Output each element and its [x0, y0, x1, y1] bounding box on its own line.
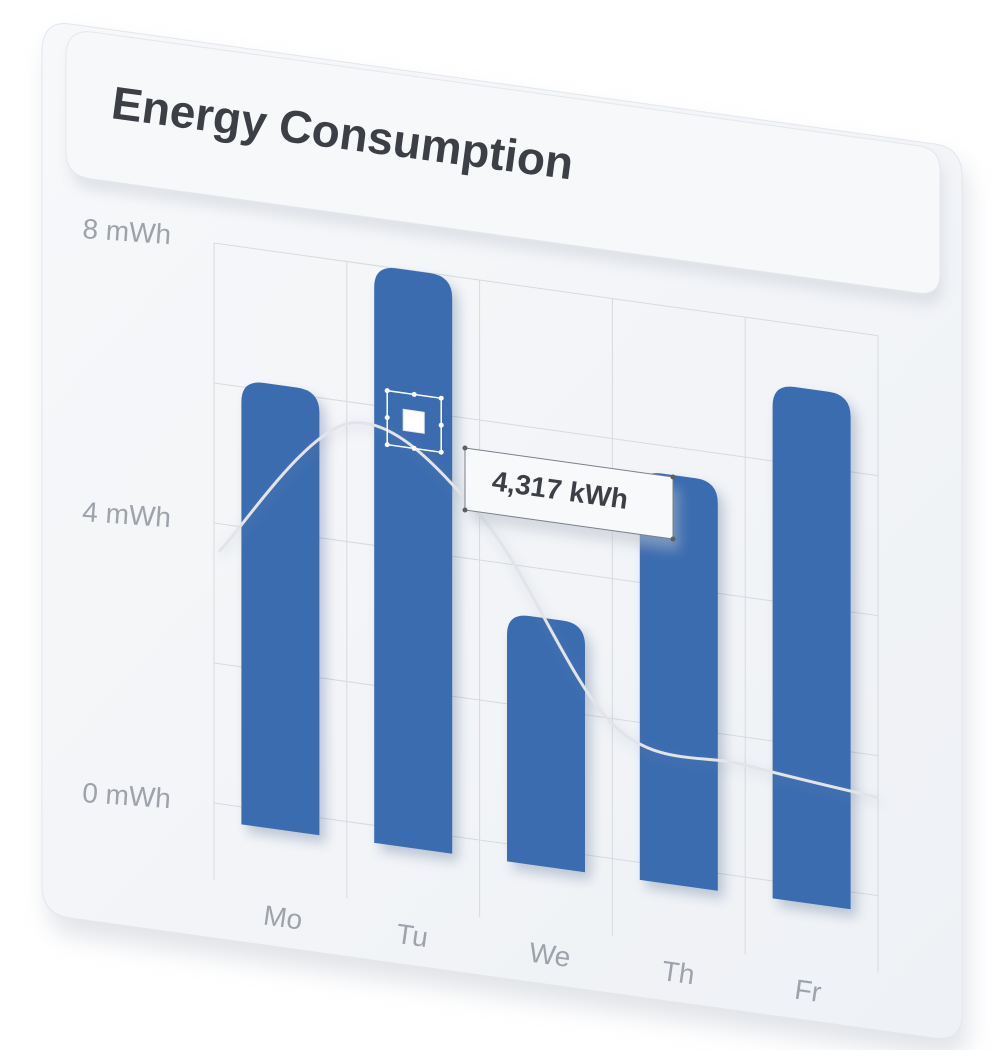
tooltip-corner-dot [670, 474, 676, 480]
y-tick-label: 4 mWh [81, 496, 172, 533]
grid-line-horizontal [213, 382, 879, 477]
y-tick-label: 8 mWh [82, 213, 173, 250]
y-tick-label: 0 mWh [81, 777, 172, 814]
selection-handle-dot [438, 449, 444, 455]
tooltip-corner-dot [670, 536, 676, 542]
bar-mo[interactable] [241, 382, 320, 836]
value-tooltip: 4,317 kWh [462, 445, 679, 552]
bar-tu[interactable] [374, 268, 453, 854]
bar-th[interactable] [639, 473, 718, 891]
tooltip-corner-dot [462, 445, 468, 451]
bar-fr[interactable] [772, 386, 851, 910]
point-marker[interactable] [402, 408, 425, 434]
selection-handle-dot [384, 415, 390, 421]
y-axis-labels: 8 mWh 4 mWh 0 mWh [81, 213, 172, 814]
selection-handle-dot [411, 391, 417, 397]
bar-layer [241, 268, 857, 918]
trend-curve [217, 421, 879, 800]
selection-handle-dot [438, 395, 444, 401]
tooltip-corner-dot [462, 507, 468, 513]
selection-handle-dot [384, 442, 390, 448]
x-tick-label: Fr [793, 974, 823, 1008]
x-axis-labels: Mo Tu We Th Fr [262, 900, 824, 1008]
x-tick-label: Tu [394, 918, 430, 953]
selection-handle[interactable] [384, 388, 444, 455]
x-tick-label: We [527, 937, 572, 973]
bar-we[interactable] [507, 615, 585, 873]
x-tick-label: Mo [262, 900, 305, 936]
selection-handle-dot [411, 445, 417, 451]
x-tick-label: Th [660, 955, 697, 990]
selection-handle-dot [438, 422, 444, 428]
header-panel [65, 31, 941, 294]
selection-handle-dot [384, 388, 390, 394]
highlight-layer: 4,317 kWh [384, 388, 679, 552]
grid-line-horizontal [213, 242, 879, 337]
trend-curve-layer [217, 421, 881, 804]
